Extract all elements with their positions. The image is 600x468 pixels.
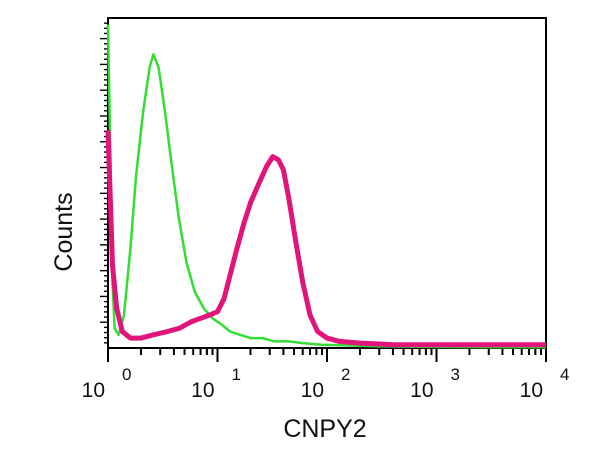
x-tick-label-base: 10 [301,379,324,402]
y-axis-ticks [100,22,108,344]
x-tick-label-exponent: 0 [122,365,131,384]
x-tick-label-exponent: 3 [451,365,460,384]
x-tick-labels: 10 0 10 1 10 2 10 3 10 4 [82,365,570,402]
x-tick-label-exponent: 2 [341,365,350,384]
series-line-2 [105,130,546,348]
y-axis-label: Counts [50,192,78,271]
x-tick-label-base: 10 [520,379,543,402]
x-tick-label-base: 10 [82,379,105,402]
x-axis-label: CNPY2 [283,415,366,443]
x-tick-label-exponent: 4 [560,365,569,384]
series-layer [105,24,547,349]
x-tick-label-base: 10 [410,379,433,402]
plot-frame [107,17,547,349]
x-tick-label-base: 10 [191,379,214,402]
series-line-1 [106,24,547,349]
x-tick-label-exponent: 1 [232,365,241,384]
x-axis-ticks [107,348,547,362]
